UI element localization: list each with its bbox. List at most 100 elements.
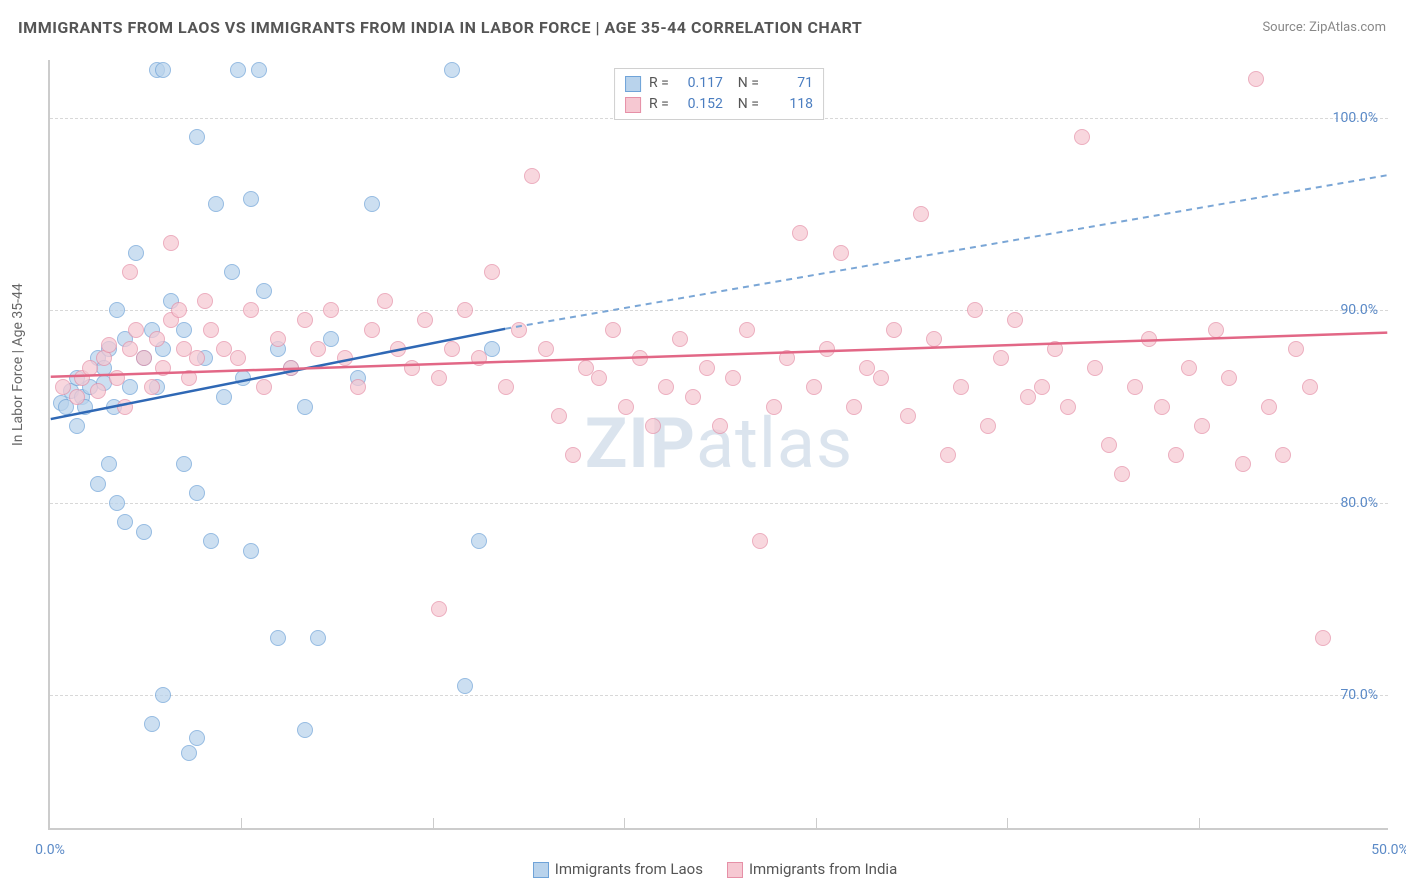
data-point <box>873 370 889 386</box>
y-tick-label: 90.0% <box>1340 302 1378 318</box>
data-point <box>117 399 133 415</box>
data-point <box>144 716 160 732</box>
legend-swatch <box>533 862 549 878</box>
data-point <box>189 129 205 145</box>
data-point <box>224 264 240 280</box>
data-point <box>645 418 661 434</box>
data-point <box>940 447 956 463</box>
legend-label: Immigrants from India <box>749 860 897 878</box>
data-point <box>128 322 144 338</box>
gridline-h <box>50 695 1388 696</box>
data-point <box>565 447 581 463</box>
data-point <box>109 495 125 511</box>
data-point <box>1060 399 1076 415</box>
data-point <box>1034 379 1050 395</box>
data-point <box>144 379 160 395</box>
data-point <box>101 337 117 353</box>
gridline-v <box>1199 818 1200 830</box>
stat-label: R = <box>649 94 669 115</box>
data-point <box>1315 630 1331 646</box>
gridline-v <box>624 818 625 830</box>
legend-label: Immigrants from Laos <box>555 860 703 878</box>
data-point <box>109 370 125 386</box>
data-point <box>658 379 674 395</box>
data-point <box>1047 341 1063 357</box>
data-point <box>270 630 286 646</box>
data-point <box>1181 360 1197 376</box>
data-point <box>471 533 487 549</box>
legend-stats: R =0.117 N =71R =0.152 N =118 <box>614 68 824 120</box>
data-point <box>69 389 85 405</box>
chart-title: IMMIGRANTS FROM LAOS VS IMMIGRANTS FROM … <box>18 18 862 37</box>
stat-label: N = <box>731 94 759 115</box>
data-point <box>1168 447 1184 463</box>
data-point <box>297 399 313 415</box>
data-point <box>457 678 473 694</box>
data-point <box>819 341 835 357</box>
source-link[interactable]: ZipAtlas.com <box>1309 20 1386 35</box>
data-point <box>779 350 795 366</box>
data-point <box>1248 71 1264 87</box>
data-point <box>1074 129 1090 145</box>
y-tick-label: 80.0% <box>1340 495 1378 511</box>
data-point <box>618 399 634 415</box>
y-tick-label: 100.0% <box>1333 110 1378 126</box>
data-point <box>632 350 648 366</box>
data-point <box>605 322 621 338</box>
data-point <box>1288 341 1304 357</box>
gridline-v <box>433 818 434 830</box>
data-point <box>766 399 782 415</box>
data-point <box>90 383 106 399</box>
data-point <box>216 389 232 405</box>
data-point <box>1127 379 1143 395</box>
data-point <box>101 456 117 472</box>
data-point <box>471 350 487 366</box>
data-point <box>243 543 259 559</box>
data-point <box>251 62 267 78</box>
data-point <box>1221 370 1237 386</box>
data-point <box>90 476 106 492</box>
data-point <box>1194 418 1210 434</box>
data-point <box>1154 399 1170 415</box>
data-point <box>181 745 197 761</box>
data-point <box>297 312 313 328</box>
data-point <box>1302 379 1318 395</box>
x-tick-label: 0.0% <box>35 842 65 858</box>
data-point <box>457 302 473 318</box>
data-point <box>699 360 715 376</box>
data-point <box>155 62 171 78</box>
data-point <box>672 331 688 347</box>
data-point <box>1261 399 1277 415</box>
data-point <box>297 722 313 738</box>
data-point <box>551 408 567 424</box>
data-point <box>230 62 246 78</box>
data-point <box>725 370 741 386</box>
data-point <box>149 331 165 347</box>
data-point <box>323 331 339 347</box>
data-point <box>1101 437 1117 453</box>
scatter-chart: ZIPatlas R =0.117 N =71R =0.152 N =118 7… <box>48 60 1388 830</box>
data-point <box>270 331 286 347</box>
data-point <box>967 302 983 318</box>
data-point <box>524 168 540 184</box>
data-point <box>203 322 219 338</box>
data-point <box>310 630 326 646</box>
source-attr: Source: ZipAtlas.com <box>1262 20 1386 35</box>
data-point <box>484 264 500 280</box>
data-point <box>189 350 205 366</box>
data-point <box>176 322 192 338</box>
data-point <box>176 456 192 472</box>
gridline-h <box>50 503 1388 504</box>
data-point <box>171 302 187 318</box>
data-point <box>993 350 1009 366</box>
stat-label: N = <box>731 73 759 94</box>
y-axis-label: In Labor Force | Age 35-44 <box>10 283 26 446</box>
stat-n-value: 118 <box>767 94 813 115</box>
data-point <box>136 350 152 366</box>
data-point <box>128 245 144 261</box>
trend-lines <box>50 60 1388 828</box>
data-point <box>243 302 259 318</box>
data-point <box>886 322 902 338</box>
gridline-v <box>1007 818 1008 830</box>
data-point <box>256 379 272 395</box>
